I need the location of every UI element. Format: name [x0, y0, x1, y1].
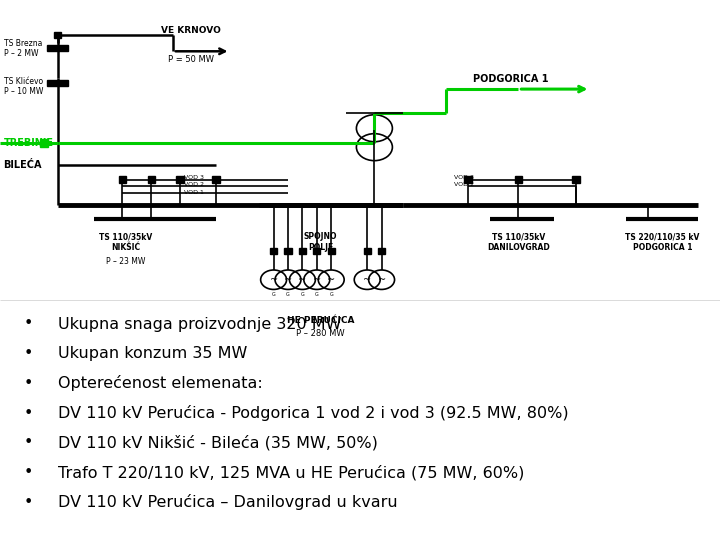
Text: G: G: [315, 292, 319, 296]
Text: VOD 2: VOD 2: [454, 182, 474, 187]
Text: VOD 1: VOD 1: [184, 190, 204, 195]
Text: ~: ~: [298, 275, 307, 285]
Text: ~: ~: [269, 275, 278, 285]
Text: TREBINJE: TREBINJE: [4, 138, 53, 148]
Bar: [148, 176, 155, 183]
Text: •: •: [24, 346, 34, 361]
Text: G: G: [300, 292, 305, 296]
Text: TS Klićevo
P – 10 MW: TS Klićevo P – 10 MW: [4, 77, 43, 96]
Text: •: •: [24, 435, 34, 450]
Text: DV 110 kV Nikšić - Bileća (35 MW, 50%): DV 110 kV Nikšić - Bileća (35 MW, 50%): [58, 435, 377, 450]
Text: TS 220/110/35 kV
PODGORICA 1: TS 220/110/35 kV PODGORICA 1: [625, 232, 700, 252]
Text: ~: ~: [284, 275, 292, 285]
Text: PODGORICA 1: PODGORICA 1: [474, 73, 549, 84]
Bar: [313, 248, 320, 254]
Text: BILEĆA: BILEĆA: [4, 160, 42, 170]
Text: G: G: [286, 292, 290, 296]
Text: •: •: [24, 406, 34, 421]
Text: VOD 2: VOD 2: [184, 182, 204, 187]
Text: SPOJNO
POLJE: SPOJNO POLJE: [304, 232, 337, 252]
Text: VE KRNOVO: VE KRNOVO: [161, 26, 221, 35]
Text: TS Brezna
P – 2 MW: TS Brezna P – 2 MW: [4, 39, 42, 58]
Text: HE PERUĆICA: HE PERUĆICA: [287, 316, 354, 325]
Text: VOD 3: VOD 3: [184, 174, 204, 180]
Text: •: •: [24, 495, 34, 510]
Text: ~: ~: [363, 275, 372, 285]
Bar: [299, 248, 306, 254]
Text: ~: ~: [312, 275, 321, 285]
Bar: [54, 32, 61, 38]
Bar: [47, 45, 68, 51]
Bar: [464, 176, 472, 183]
Text: Ukupan konzum 35 MW: Ukupan konzum 35 MW: [58, 346, 247, 361]
Text: Trafo T 220/110 kV, 125 MVA u HE Perućica (75 MW, 60%): Trafo T 220/110 kV, 125 MVA u HE Perućic…: [58, 465, 524, 480]
Bar: [364, 248, 371, 254]
Text: •: •: [24, 376, 34, 391]
Bar: [40, 139, 48, 147]
Text: P = 50 MW: P = 50 MW: [168, 55, 214, 64]
Text: P – 23 MW: P – 23 MW: [107, 256, 145, 266]
Bar: [515, 176, 522, 183]
Text: P – 280 MW: P – 280 MW: [296, 329, 345, 339]
Text: Opterećenost elemenata:: Opterećenost elemenata:: [58, 375, 262, 391]
Bar: [47, 80, 68, 86]
Text: DV 110 kV Perućica – Danilovgrad u kvaru: DV 110 kV Perućica – Danilovgrad u kvaru: [58, 494, 397, 510]
Bar: [212, 176, 220, 183]
Bar: [284, 248, 292, 254]
Text: ~: ~: [327, 275, 336, 285]
Text: TS 110/35kV
NIKŠIĆ: TS 110/35kV NIKŠIĆ: [99, 232, 153, 252]
Bar: [119, 176, 126, 183]
Bar: [328, 248, 335, 254]
Bar: [176, 176, 184, 183]
Text: •: •: [24, 465, 34, 480]
Text: G: G: [329, 292, 333, 296]
Text: TS 110/35kV
DANILOVGRAD: TS 110/35kV DANILOVGRAD: [487, 232, 550, 252]
Bar: [378, 248, 385, 254]
Text: G: G: [271, 292, 276, 296]
Text: •: •: [24, 316, 34, 332]
Text: Ukupna snaga proizvodnje 320 MW: Ukupna snaga proizvodnje 320 MW: [58, 316, 341, 332]
Text: DV 110 kV Perućica - Podgorica 1 vod 2 i vod 3 (92.5 MW, 80%): DV 110 kV Perućica - Podgorica 1 vod 2 i…: [58, 405, 568, 421]
Bar: [572, 176, 580, 183]
Bar: [270, 248, 277, 254]
Text: VOD 3: VOD 3: [454, 174, 474, 180]
Text: ~: ~: [377, 275, 386, 285]
